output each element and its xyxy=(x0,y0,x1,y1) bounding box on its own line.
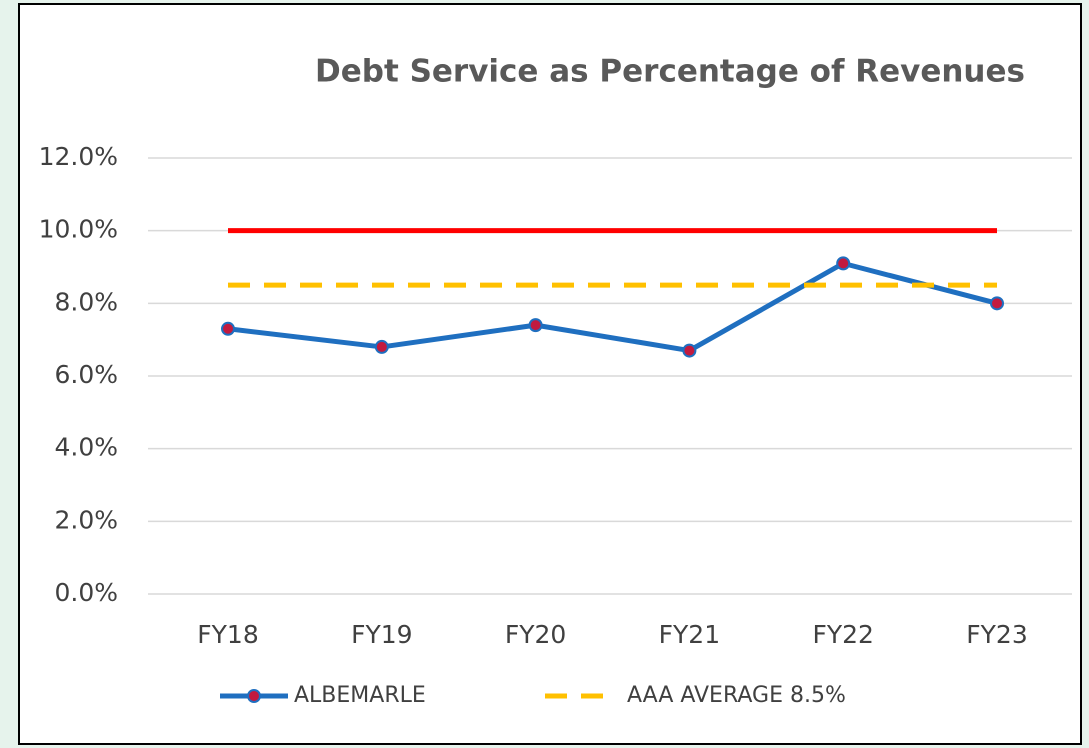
data-point xyxy=(836,256,851,271)
series-line xyxy=(227,260,998,354)
legend-label: ALBEMARLE xyxy=(294,683,426,708)
y-tick-label: 8.0% xyxy=(54,287,118,316)
y-tick-label: 0.0% xyxy=(54,578,118,607)
data-point xyxy=(528,318,543,333)
x-tick-label: FY22 xyxy=(812,620,873,649)
legend-label: AAA AVERAGE 8.5% xyxy=(627,683,846,708)
legend-marker xyxy=(247,689,261,703)
x-tick-label: FY21 xyxy=(659,620,720,649)
data-point xyxy=(374,339,389,354)
data-point xyxy=(221,321,235,336)
data-point xyxy=(682,343,697,358)
chart-title: Debt Service as Percentage of Revenues xyxy=(315,54,1025,90)
y-tick-label: 6.0% xyxy=(54,360,118,389)
data-point xyxy=(990,296,1004,311)
y-tick-label: 2.0% xyxy=(54,505,118,534)
y-tick-label: 10.0% xyxy=(39,215,118,244)
y-tick-label: 4.0% xyxy=(54,433,118,462)
x-tick-label: FY23 xyxy=(966,620,1027,649)
y-tick-label: 12.0% xyxy=(39,142,118,171)
x-tick-label: FY19 xyxy=(351,620,412,649)
chart-frame xyxy=(18,3,1082,745)
x-tick-label: FY18 xyxy=(197,620,258,649)
x-tick-label: FY20 xyxy=(505,620,566,649)
